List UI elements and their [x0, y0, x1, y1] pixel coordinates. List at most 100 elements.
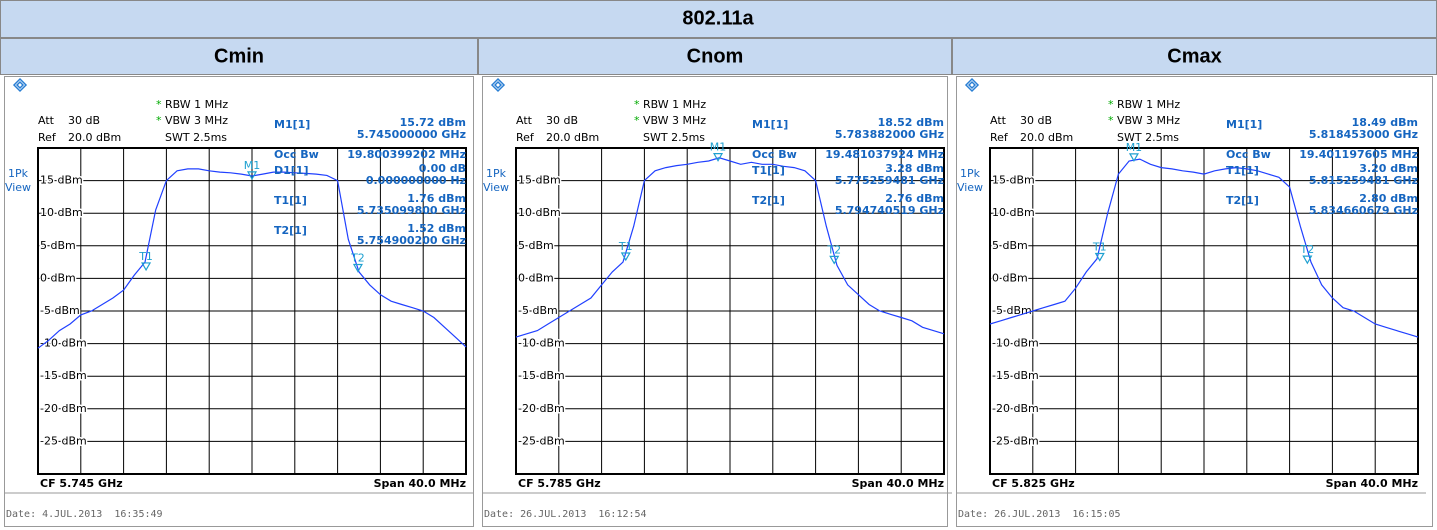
marker-symbol: [1302, 255, 1313, 265]
marker-symbol: [620, 252, 631, 262]
y-tick-label: -20 dBm: [992, 402, 1039, 415]
marker-value: 1.76 dBm: [407, 192, 466, 205]
att-value: 30 dB: [68, 114, 100, 127]
att-value: 30 dB: [546, 114, 578, 127]
marker-label: T1[1]: [1226, 164, 1259, 177]
marker-symbol: [713, 153, 724, 162]
swt: SWT 2.5ms: [1117, 131, 1179, 144]
y-tick-label: 10 dBm: [40, 206, 83, 219]
att-label: Att: [990, 114, 1007, 127]
rbw-flag: *: [634, 98, 640, 111]
marker-tag: T2: [826, 243, 841, 256]
y-tick-label: -15 dBm: [40, 369, 87, 382]
marker-symbol: [352, 263, 363, 273]
column-header: [952, 38, 1437, 75]
marker-sub: 5.745000000 GHz: [357, 128, 466, 141]
marker-sub: 5.794740519 GHz: [835, 204, 944, 217]
vbw: VBW 3 MHz: [165, 114, 228, 127]
y-tick-label: 5 dBm: [992, 239, 1028, 252]
span: Span 40.0 MHz: [852, 477, 944, 490]
marker-sub: 5.834660679 GHz: [1309, 204, 1418, 217]
att-label: Att: [516, 114, 533, 127]
y-tick-label: -15 dBm: [992, 369, 1039, 382]
title-cell: [0, 0, 1437, 38]
y-tick-label: -15 dBm: [518, 369, 565, 382]
logo-icon: [964, 77, 980, 93]
marker-sub: 0.000000000 Hz: [366, 174, 466, 187]
y-tick-label: -5 dBm: [40, 304, 80, 317]
y-tick-label: 15 dBm: [992, 174, 1035, 187]
date: Date: 26.JUL.2013 16:15:05: [958, 509, 1121, 520]
marker-value: 1.52 dBm: [407, 222, 466, 235]
marker-symbol: [141, 262, 152, 272]
rbw: RBW 1 MHz: [165, 98, 228, 111]
column-title: Cmax: [1167, 45, 1221, 67]
marker-value: 3.28 dBm: [885, 162, 944, 175]
marker-value: 19.481037924 MHz: [825, 148, 944, 161]
y-tick-label: 10 dBm: [518, 206, 561, 219]
rbw-flag: *: [1108, 98, 1114, 111]
center-freq: CF 5.785 GHz: [518, 477, 601, 490]
y-tick-label: -25 dBm: [992, 434, 1039, 447]
table-title: 802.11a: [682, 7, 754, 29]
marker-tag: M1: [710, 141, 727, 154]
trace: [989, 158, 1419, 338]
marker-symbol: [829, 255, 840, 265]
y-tick-label: 5 dBm: [40, 239, 76, 252]
att-value: 30 dB: [1020, 114, 1052, 127]
marker-label: Occ Bw: [752, 148, 797, 161]
trace-mode: 1Pk: [960, 167, 981, 180]
y-tick-label: -10 dBm: [992, 337, 1039, 350]
ref-value: 20.0 dBm: [1020, 131, 1073, 144]
marker-label: T2[1]: [274, 224, 307, 237]
marker-tag: M1: [244, 159, 261, 172]
marker-label: T1[1]: [274, 194, 307, 207]
marker-symbol: [1128, 153, 1139, 163]
marker-sub: 5.815259481 GHz: [1309, 174, 1418, 187]
ref-label: Ref: [516, 131, 535, 144]
y-tick-label: 0 dBm: [40, 271, 76, 284]
marker-symbol: [1094, 252, 1105, 262]
vbw-flag: *: [634, 114, 640, 127]
column-title: Cmin: [214, 45, 264, 67]
logo-icon: [12, 77, 28, 93]
marker-sub: 5.783882000 GHz: [835, 128, 944, 141]
rbw-flag: *: [156, 98, 162, 111]
y-tick-label: -25 dBm: [518, 434, 565, 447]
marker-value: 19.800399202 MHz: [347, 148, 466, 161]
vbw-flag: *: [1108, 114, 1114, 127]
column-header: [478, 38, 952, 75]
marker-sub: 5.735099800 GHz: [357, 204, 466, 217]
marker-sub: 5.754900200 GHz: [357, 234, 466, 247]
ref-value: 20.0 dBm: [546, 131, 599, 144]
rbw: RBW 1 MHz: [643, 98, 706, 111]
marker-label: M1[1]: [274, 118, 310, 131]
y-tick-label: -5 dBm: [518, 304, 558, 317]
y-tick-label: -5 dBm: [992, 304, 1032, 317]
trace-mode: 1Pk: [486, 167, 507, 180]
marker-value: 15.72 dBm: [400, 116, 466, 129]
y-tick-label: -10 dBm: [518, 337, 565, 350]
ref-label: Ref: [990, 131, 1009, 144]
marker-value: 2.76 dBm: [885, 192, 944, 205]
y-tick-label: 10 dBm: [992, 206, 1035, 219]
center-freq: CF 5.825 GHz: [992, 477, 1075, 490]
column-header: [0, 38, 478, 75]
marker-label: Occ Bw: [1226, 148, 1271, 161]
trace: [37, 168, 467, 349]
marker-value: 2.80 dBm: [1359, 192, 1418, 205]
y-tick-label: -20 dBm: [518, 402, 565, 415]
marker-label: T1[1]: [752, 164, 785, 177]
y-tick-label: 0 dBm: [518, 271, 554, 284]
trace-mode: View: [5, 181, 31, 194]
marker-value: 19.401197605 MHz: [1299, 148, 1418, 161]
y-tick-label: 15 dBm: [518, 174, 561, 187]
swt: SWT 2.5ms: [643, 131, 705, 144]
marker-label: D1[1]: [274, 164, 309, 177]
marker-value: 3.20 dBm: [1359, 162, 1418, 175]
vbw-flag: *: [156, 114, 162, 127]
ref-label: Ref: [38, 131, 57, 144]
att-label: Att: [38, 114, 55, 127]
marker-tag: T1: [1092, 241, 1107, 254]
marker-tag: T1: [618, 240, 633, 253]
